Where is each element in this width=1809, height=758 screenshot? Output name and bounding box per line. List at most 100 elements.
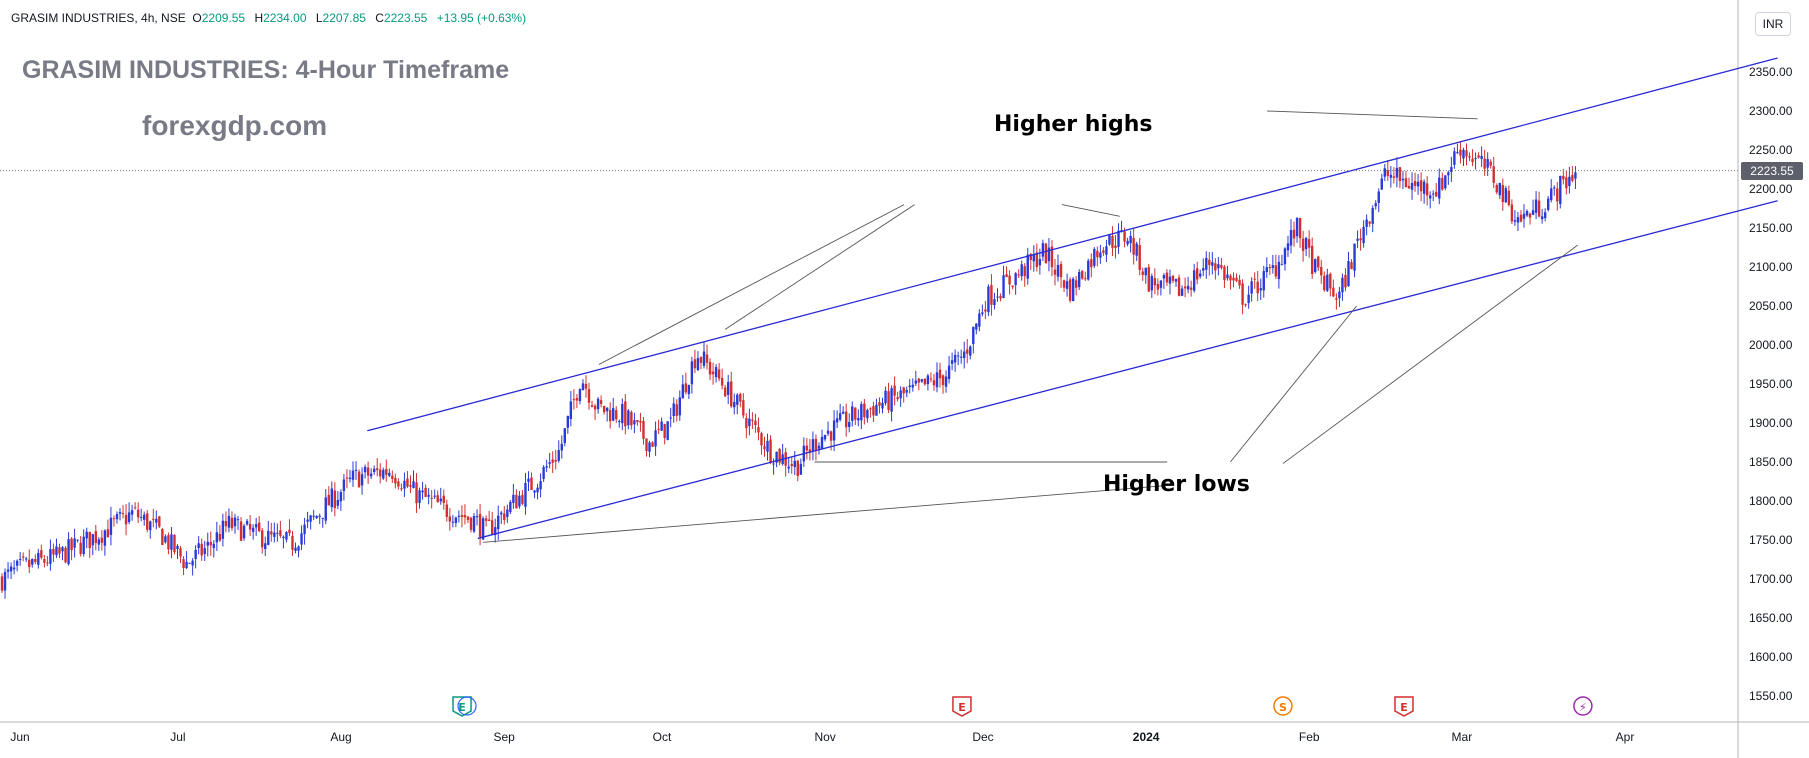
candle-body	[999, 296, 1002, 299]
candle-body	[127, 512, 131, 523]
candle-body	[49, 549, 52, 564]
candle-body	[1401, 178, 1405, 181]
candle-body	[714, 367, 718, 378]
candle-body	[1217, 264, 1220, 269]
candle-body	[1277, 261, 1281, 280]
price-axis[interactable]: 2350.00 2300.00 2250.00 2200.00 2150.00 2100.…	[1749, 65, 1793, 703]
candle-body	[1362, 226, 1365, 244]
candle-body	[527, 478, 530, 482]
candle-body	[197, 543, 200, 549]
x-tick-label: Oct	[653, 730, 672, 744]
candle-body	[854, 407, 857, 420]
candle-body	[1189, 287, 1193, 290]
open-label: O	[192, 11, 202, 25]
candle-body	[288, 529, 291, 534]
candle-body	[1117, 230, 1120, 247]
candle-body	[1314, 259, 1317, 273]
candle-body	[575, 398, 579, 401]
candle-body	[318, 515, 321, 517]
candle-body	[887, 391, 890, 410]
candle-body	[506, 509, 509, 517]
candle-body	[545, 466, 548, 468]
candle-body	[1038, 259, 1042, 266]
candle-body	[21, 556, 25, 558]
candle-body	[569, 401, 573, 420]
candle-body	[1432, 193, 1435, 195]
event-marker-earnings[interactable]: E	[452, 696, 477, 717]
candle-body	[953, 354, 957, 363]
candle-body	[1199, 273, 1202, 277]
candle-body	[1495, 185, 1498, 193]
candle-body	[736, 394, 739, 405]
candle-body	[1320, 266, 1323, 276]
candle-body	[1483, 158, 1486, 169]
candle-body	[857, 418, 860, 421]
candle-body	[1232, 277, 1235, 281]
candles	[0, 141, 1577, 599]
candle-body	[400, 488, 403, 490]
candle-body	[1229, 275, 1232, 281]
candle-body	[1135, 243, 1138, 256]
candle-body	[1168, 276, 1172, 284]
candle-body	[524, 482, 527, 507]
candle-body	[1005, 274, 1008, 278]
annotation-lines	[483, 110, 1578, 543]
time-axis[interactable]: Jun Jul Aug Sep Oct Nov Dec 2024 Feb Mar Apr	[10, 730, 1634, 744]
candle-body	[1374, 203, 1377, 207]
event-marker-earnings[interactable]: E	[1394, 696, 1414, 717]
candle-body	[103, 530, 107, 546]
event-marker-split[interactable]: S	[1273, 696, 1293, 716]
split-circle	[1273, 696, 1293, 716]
candle-body	[427, 494, 430, 497]
event-marker-earnings[interactable]: E	[952, 696, 972, 717]
candle-body	[1202, 268, 1205, 271]
x-tick-label: Nov	[814, 730, 835, 744]
candle-body	[1453, 151, 1456, 165]
candle-body	[1568, 176, 1571, 186]
candle-body	[239, 521, 243, 541]
candle-body	[182, 559, 185, 568]
candle-body	[254, 524, 258, 528]
high-label: H	[254, 11, 264, 25]
candle-body	[70, 538, 73, 551]
event-marker-event[interactable]: ⚡	[1573, 696, 1593, 716]
candle-body	[1084, 278, 1087, 280]
event-markers[interactable]: E E S E ⚡	[452, 696, 1593, 717]
y-tick-label: 1950.00	[1749, 377, 1793, 391]
candle-body	[878, 402, 881, 406]
candle-body	[1068, 279, 1072, 301]
candle-body	[702, 351, 706, 366]
annotation-pointer	[1061, 204, 1120, 217]
candle-body	[1543, 212, 1547, 219]
candle-body	[723, 387, 727, 397]
candle-body	[530, 477, 533, 491]
candle-body	[914, 380, 917, 384]
candle-body	[796, 460, 799, 477]
candle-body	[1132, 237, 1135, 255]
candle-body	[1144, 267, 1147, 276]
candle-body	[521, 494, 524, 504]
candle-body	[115, 513, 119, 520]
candle-body	[472, 516, 476, 532]
candle-body	[548, 462, 551, 464]
currency-button[interactable]: INR	[1755, 12, 1791, 36]
candle-body	[1259, 288, 1262, 291]
candle-body	[1250, 281, 1253, 294]
candle-body	[194, 549, 197, 560]
close-label: C	[375, 11, 384, 25]
candle-body	[445, 504, 448, 517]
annotation-pointer	[483, 484, 1168, 543]
candle-body	[848, 422, 851, 427]
candle-body	[500, 512, 503, 515]
y-tick-label: 1800.00	[1749, 494, 1793, 508]
close-value: 2223.55	[383, 11, 428, 25]
candle-body	[1516, 217, 1520, 223]
candle-body	[1559, 175, 1562, 204]
candle-body	[1435, 191, 1438, 197]
y-tick-label: 1850.00	[1749, 455, 1793, 469]
candle-body	[1419, 180, 1423, 192]
candle-body	[209, 541, 212, 546]
candle-body	[442, 495, 445, 503]
candle-body	[554, 459, 557, 462]
